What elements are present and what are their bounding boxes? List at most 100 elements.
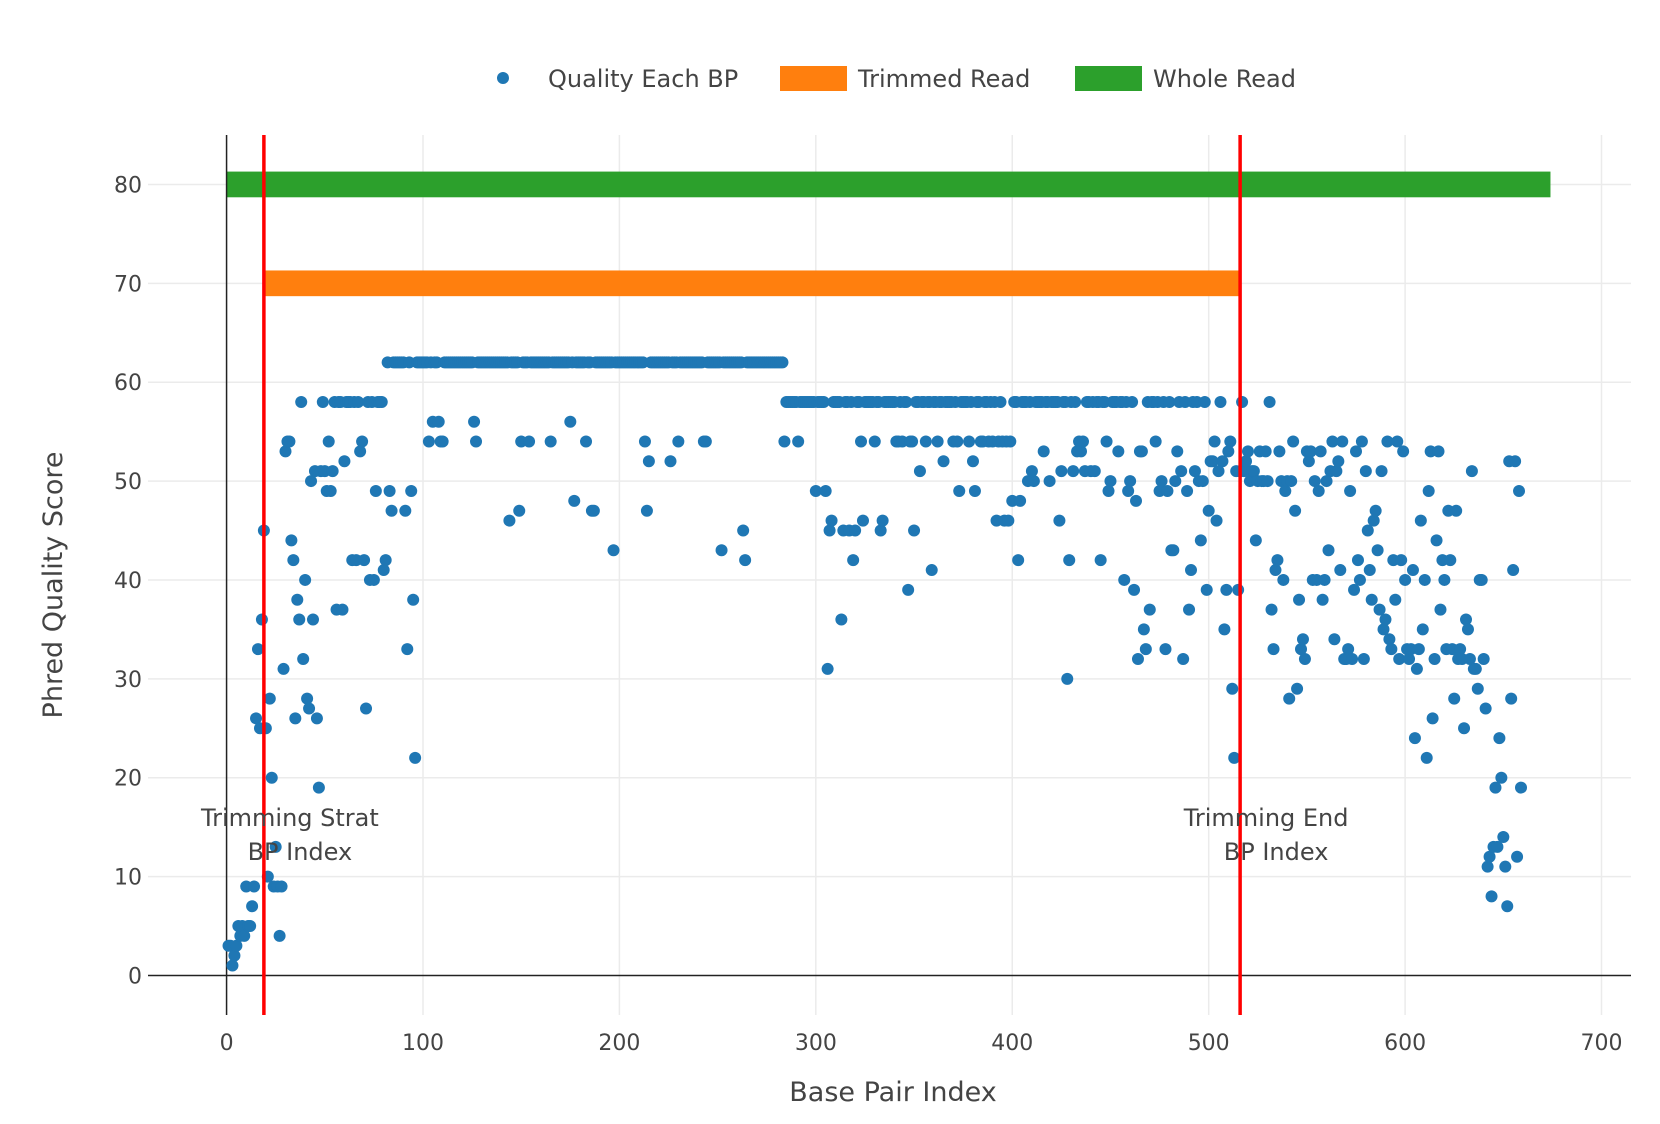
quality-point (1139, 643, 1152, 656)
quality-point (1196, 475, 1209, 488)
quality-point (1249, 534, 1262, 547)
quality-point (1463, 653, 1476, 666)
quality-point (1489, 781, 1502, 794)
quality-point (1214, 395, 1227, 408)
quality-point (1228, 751, 1241, 764)
quality-point (1377, 623, 1390, 636)
quality-point (322, 435, 335, 448)
quality-point (1175, 465, 1188, 478)
quality-point (1385, 643, 1398, 656)
quality-point (306, 613, 319, 626)
quality-point (1391, 435, 1404, 448)
annotations: Trimming Strat BP Index Trimming End BP Ind… (200, 804, 1349, 866)
quality-point (1218, 623, 1231, 636)
quality-point (250, 712, 263, 725)
quality-point (1224, 435, 1237, 448)
whole-read-bar (226, 171, 1551, 198)
quality-point (1027, 475, 1040, 488)
x-tick-label: 500 (1188, 1031, 1230, 1056)
quality-point (1318, 573, 1331, 586)
quality-point (409, 751, 422, 764)
quality-point (265, 771, 278, 784)
quality-point (1159, 643, 1172, 656)
quality-point (1061, 672, 1074, 685)
quality-point (1507, 564, 1520, 577)
quality-point (1269, 564, 1282, 577)
quality-point (1461, 623, 1474, 636)
quality-point (1167, 544, 1180, 557)
quality-point (1104, 475, 1117, 488)
quality-point (1112, 445, 1125, 458)
quality-point (1069, 395, 1082, 408)
quality-point (316, 395, 329, 408)
y-tick-label: 80 (114, 173, 142, 198)
quality-point (326, 465, 339, 478)
quality-point (1430, 534, 1443, 547)
quality-point (1289, 504, 1302, 517)
quality-point (1094, 554, 1107, 567)
quality-point (1043, 475, 1056, 488)
quality-point (925, 564, 938, 577)
quality-point (1232, 583, 1245, 596)
quality-point (1379, 613, 1392, 626)
trim-end-annotation: Trimming End BP Index (1183, 804, 1349, 866)
quality-point (279, 445, 292, 458)
quality-point (1375, 465, 1388, 478)
quality-point (399, 504, 412, 517)
quality-point (1206, 455, 1219, 468)
quality-point (1287, 435, 1300, 448)
quality-point (470, 435, 483, 448)
annotation-line: Trimming Strat (200, 804, 379, 832)
quality-point (715, 544, 728, 557)
trim-lines (262, 135, 1242, 1015)
quality-point (1100, 435, 1113, 448)
quality-point (1458, 722, 1471, 735)
quality-point (1448, 692, 1461, 705)
quality-point (1076, 435, 1089, 448)
quality-point (1320, 475, 1333, 488)
quality-point (1509, 455, 1522, 468)
quality-point (1055, 465, 1068, 478)
quality-point (855, 435, 868, 448)
quality-point (963, 435, 976, 448)
quality-point (1267, 643, 1280, 656)
quality-point (1004, 435, 1017, 448)
quality-point (1265, 603, 1278, 616)
quality-point (401, 643, 414, 656)
quality-point (739, 554, 752, 567)
quality-point (1188, 465, 1201, 478)
quality-point (436, 435, 449, 448)
quality-point (1393, 653, 1406, 666)
quality-point (354, 445, 367, 458)
quality-point (1208, 435, 1221, 448)
y-tick-label: 50 (114, 470, 142, 495)
quality-point (1495, 771, 1508, 784)
quality-point (902, 583, 915, 596)
quality-point (1198, 395, 1211, 408)
quality-point (338, 455, 351, 468)
quality-point (523, 435, 536, 448)
quality-point (468, 415, 481, 428)
quality-point (564, 415, 577, 428)
quality-point (849, 524, 862, 537)
quality-point (248, 880, 261, 893)
quality-point (823, 524, 836, 537)
quality-point (737, 524, 750, 537)
quality-point (377, 564, 390, 577)
quality-point (1365, 593, 1378, 606)
quality-point (1316, 593, 1329, 606)
quality-point (1410, 662, 1423, 675)
quality-point (1304, 445, 1317, 458)
quality-point (1355, 435, 1368, 448)
quality-point (1025, 465, 1038, 478)
quality-point (778, 435, 791, 448)
quality-point (1181, 484, 1194, 497)
quality-point (1397, 445, 1410, 458)
quality-point (868, 435, 881, 448)
quality-point (825, 514, 838, 527)
quality-point (324, 484, 337, 497)
quality-point (1279, 484, 1292, 497)
quality-point (301, 692, 314, 705)
quality-point (1322, 544, 1335, 557)
